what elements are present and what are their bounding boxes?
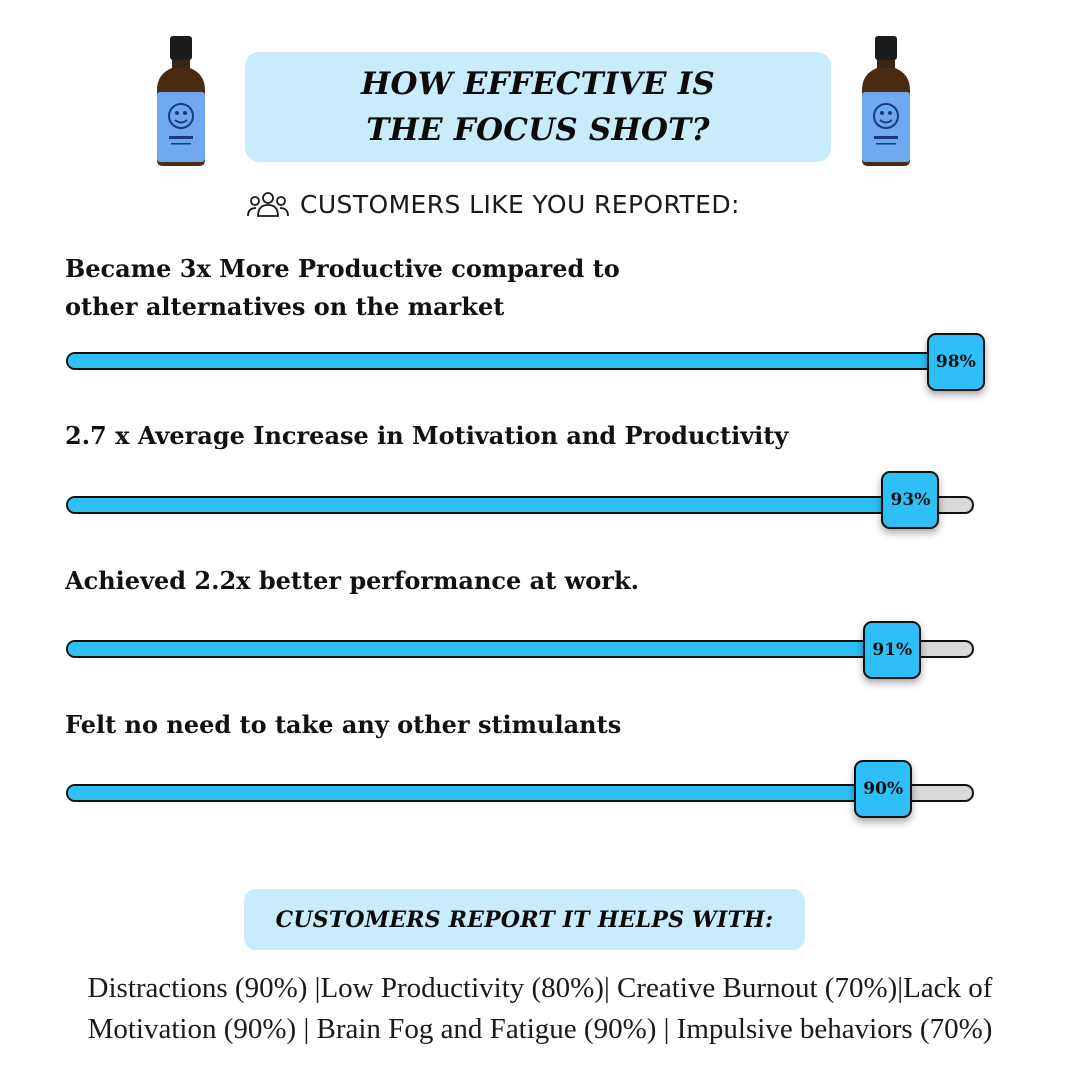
metric-label-line: other alternatives on the market [65, 292, 505, 321]
progress-bar-performance [66, 640, 974, 658]
metric-label-performance: Achieved 2.2x better performance at work… [65, 562, 965, 600]
helps-line-2: Motivation (90%) | Brain Fog and Fatigue… [87, 1013, 993, 1045]
metric-label-line: 2.7 x Average Increase in Motivation and… [65, 421, 789, 450]
metric-label-line: Achieved 2.2x better performance at work… [65, 566, 639, 595]
metric-label-line: Felt no need to take any other stimulant… [65, 710, 622, 739]
page-title-line-1: HOW EFFECTIVE IS [361, 66, 715, 102]
helps-heading: CUSTOMERS REPORT IT HELPS WITH: [275, 906, 774, 933]
metric-label-motivation: 2.7 x Average Increase in Motivation and… [65, 417, 965, 455]
helps-with-banner: CUSTOMERS REPORT IT HELPS WITH: [244, 889, 805, 950]
focus-bottle-image [157, 36, 205, 166]
page-title-line-2: THE FOCUS SHOT? [366, 112, 710, 148]
subtitle-text: CUSTOMERS LIKE YOU REPORTED: [300, 189, 740, 219]
people-icon [247, 192, 289, 217]
percent-badge: 91% [863, 621, 922, 679]
progress-bar-productive [66, 352, 974, 370]
progress-fill [68, 354, 956, 368]
progress-fill [68, 498, 911, 512]
helps-list: Distractions (90%) |Low Productivity (80… [30, 968, 1050, 1050]
metric-label-line: Became 3x More Productive compared to [65, 254, 620, 283]
progress-bar-stimulants [66, 784, 974, 802]
title-banner: HOW EFFECTIVE IS THE FOCUS SHOT? [245, 52, 831, 162]
percent-badge: 90% [854, 760, 913, 818]
percent-badge: 98% [926, 333, 985, 391]
progress-fill [68, 786, 884, 800]
reported-subtitle: CUSTOMERS LIKE YOU REPORTED: [246, 184, 806, 224]
percent-badge: 93% [881, 471, 940, 529]
helps-line-1: Distractions (90%) |Low Productivity (80… [87, 972, 993, 1004]
focus-bottle-image [862, 36, 910, 166]
metric-label-productive: Became 3x More Productive compared to ot… [65, 250, 965, 326]
metric-label-stimulants: Felt no need to take any other stimulant… [65, 706, 965, 744]
progress-bar-motivation [66, 496, 974, 514]
progress-fill [68, 642, 893, 656]
